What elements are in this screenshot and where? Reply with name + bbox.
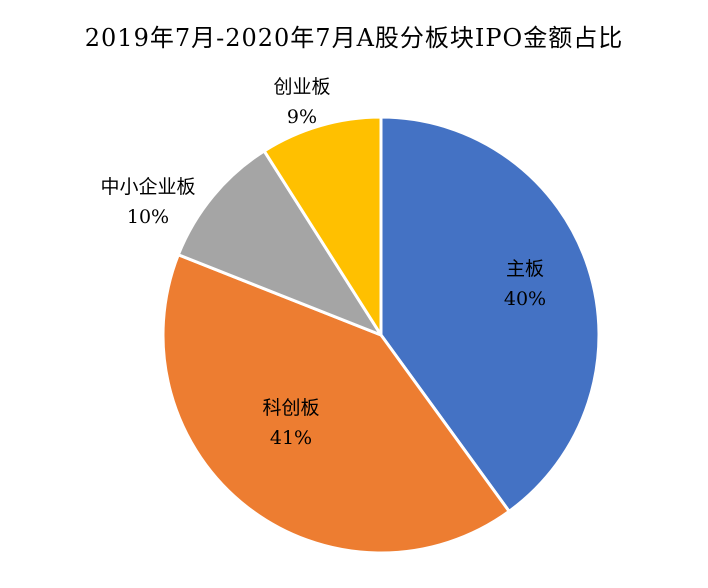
pie-slice-2 xyxy=(161,253,511,555)
pie-slices xyxy=(161,115,601,555)
slice-value-label-1: 40% xyxy=(504,288,546,310)
slice-name-label-1: 主板 xyxy=(506,258,544,280)
slice-value-label-3: 10% xyxy=(127,206,169,228)
pie-slice-1 xyxy=(379,115,601,513)
slice-value-label-4: 9% xyxy=(287,106,317,128)
slice-labels: 主板 40% 科创板 41% 中小企业板 10% 创业板 9% xyxy=(100,76,546,449)
pie-slice-4 xyxy=(262,115,383,337)
chart-title: 2019年7月-2020年7月A股分板块IPO金额占比 xyxy=(85,24,623,52)
pie-slice-3 xyxy=(176,149,383,337)
slice-value-label-2: 41% xyxy=(270,427,312,449)
slice-name-label-2: 科创板 xyxy=(262,397,319,419)
slice-name-label-3: 中小企业板 xyxy=(100,176,195,198)
slice-name-label-4: 创业板 xyxy=(273,76,330,98)
